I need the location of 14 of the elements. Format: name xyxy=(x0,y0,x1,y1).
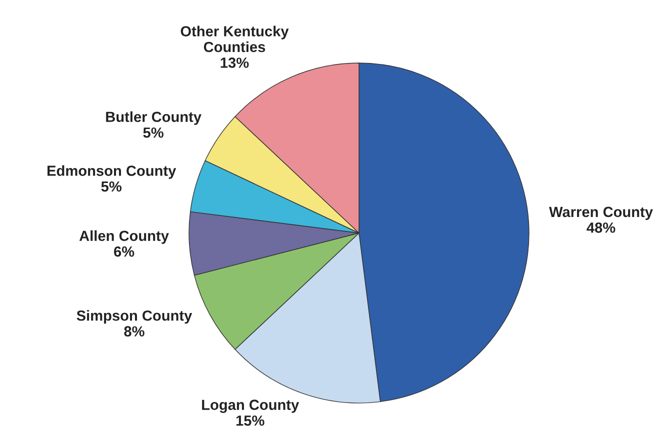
slice-label: Edmonson County xyxy=(48,165,176,179)
data-label: 5% xyxy=(143,127,164,138)
slice-label: Other Kentucky Counties xyxy=(180,26,289,52)
data-label: 6% xyxy=(114,246,134,257)
slice-label: Logan County xyxy=(202,400,300,413)
slice-label: Warren County xyxy=(549,206,653,220)
data-label: 8% xyxy=(124,326,144,336)
slice-label: Butler County xyxy=(106,111,202,125)
slice-label: Simpson County xyxy=(76,310,192,324)
data-label: 5% xyxy=(101,181,122,192)
data-label: 15% xyxy=(236,415,264,426)
slice-label: Allen County xyxy=(79,230,169,244)
data-label: 13% xyxy=(220,58,249,68)
data-label: 48% xyxy=(586,222,616,233)
